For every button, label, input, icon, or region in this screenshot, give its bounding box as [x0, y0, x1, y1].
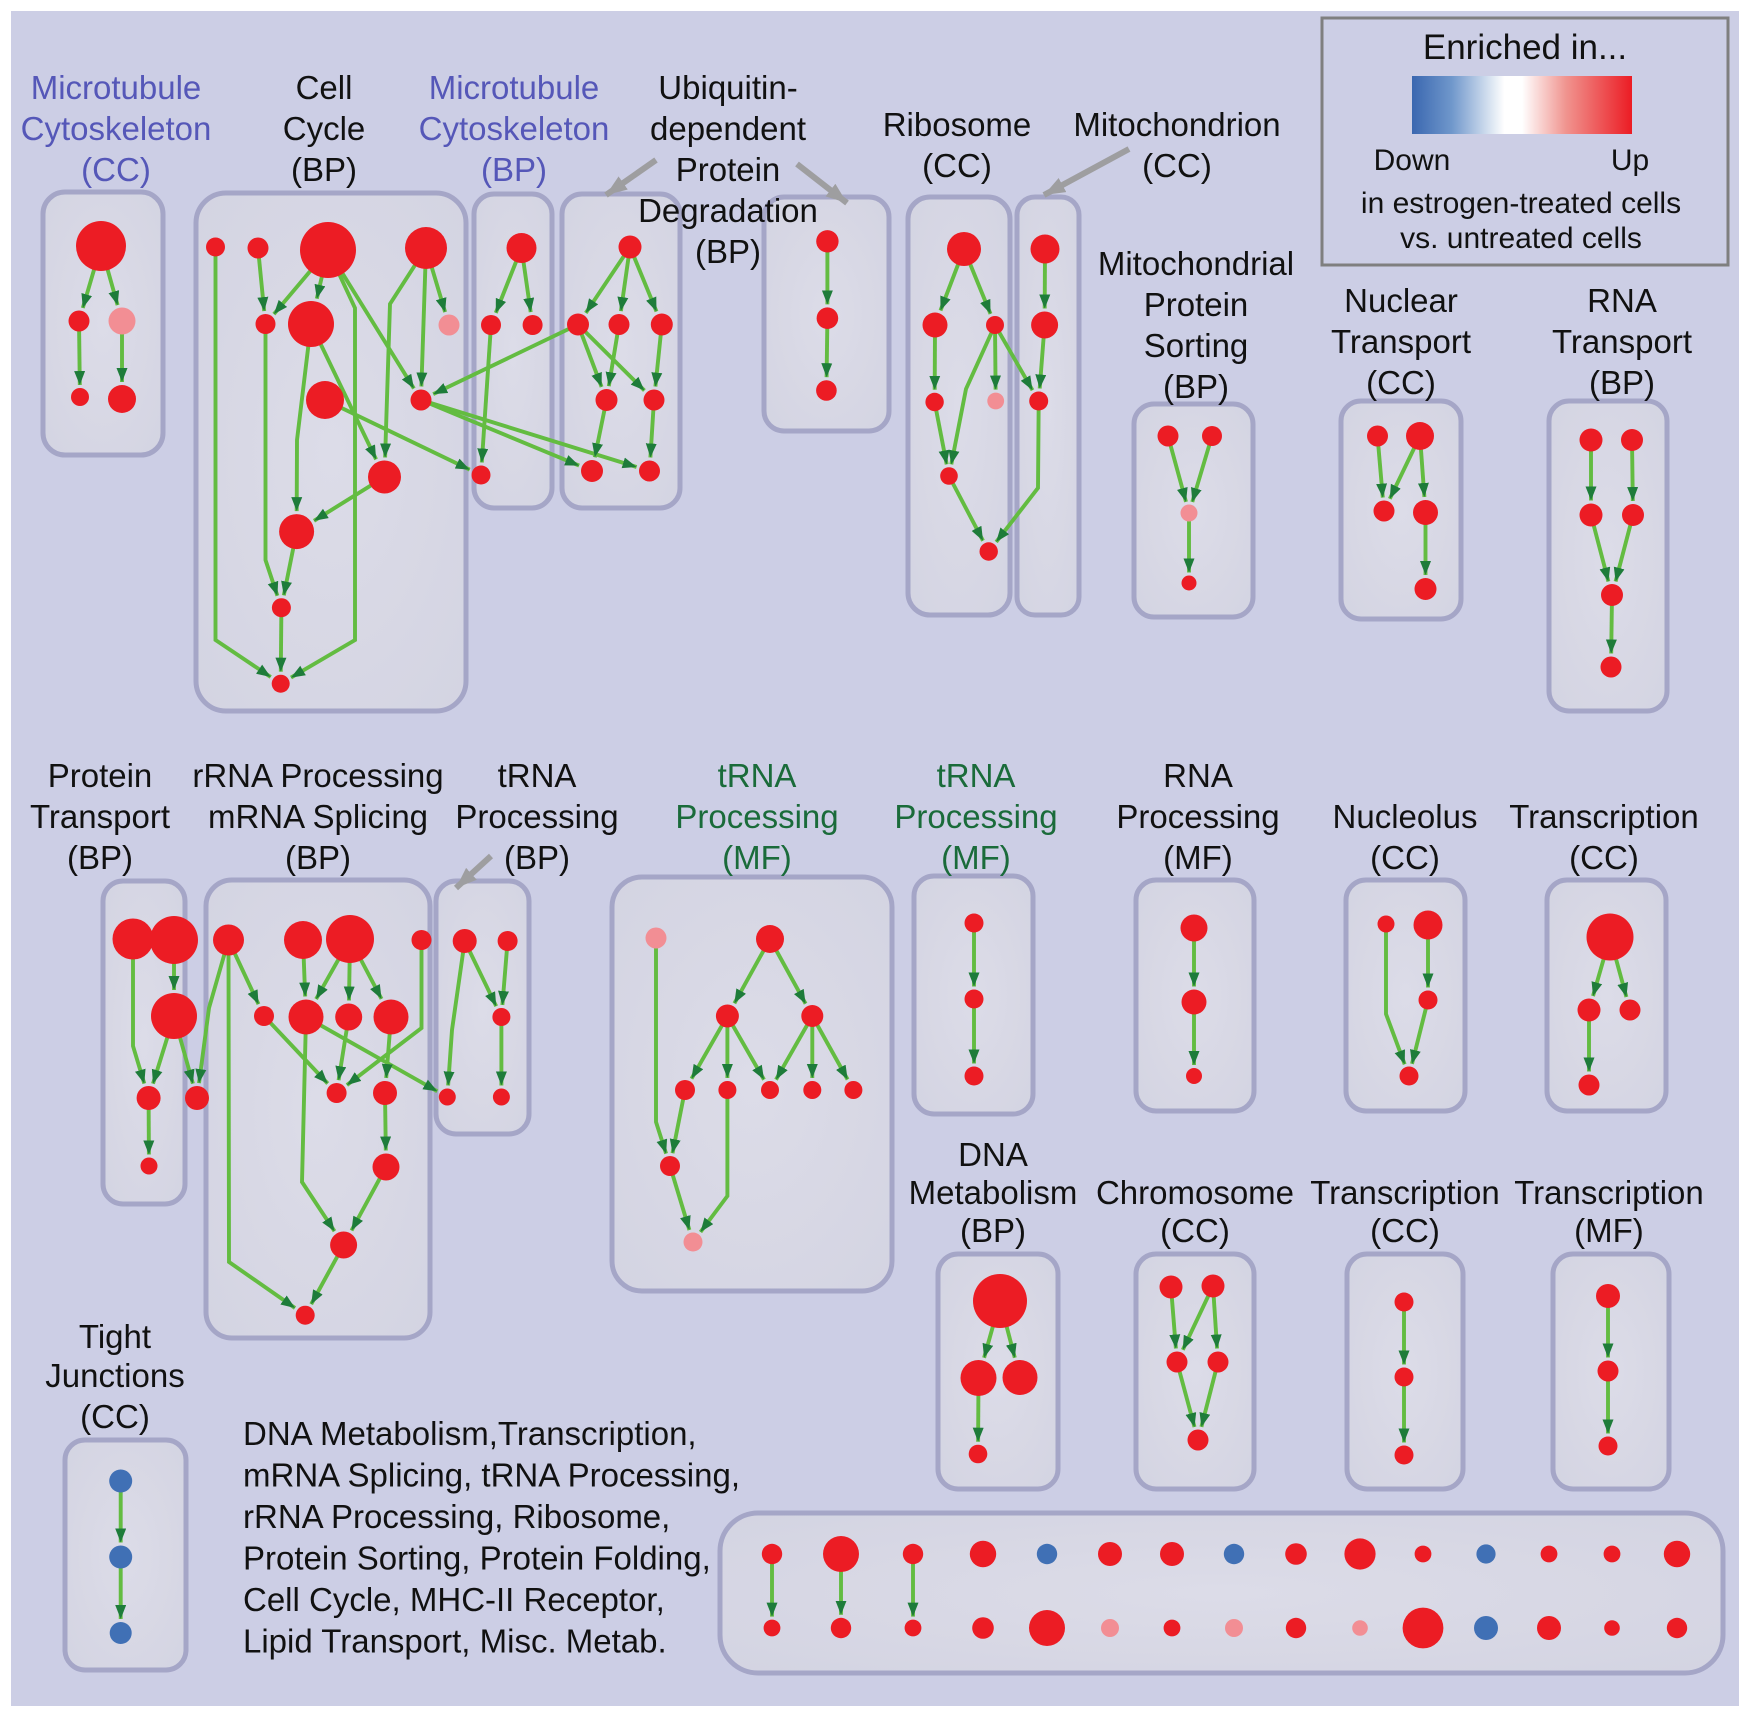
svg-text:dependent: dependent: [650, 110, 806, 147]
svg-text:(CC): (CC): [1370, 1212, 1440, 1249]
svg-text:Microtubule: Microtubule: [429, 69, 600, 106]
svg-text:(MF): (MF): [941, 839, 1011, 876]
svg-text:Ubiquitin-: Ubiquitin-: [658, 69, 797, 106]
svg-text:tRNA: tRNA: [718, 757, 797, 794]
svg-text:Processing: Processing: [675, 798, 838, 835]
svg-text:Microtubule: Microtubule: [31, 69, 202, 106]
svg-text:(BP): (BP): [285, 839, 351, 876]
svg-text:Degradation: Degradation: [638, 192, 818, 229]
svg-text:Protein Sorting, Protein Foldi: Protein Sorting, Protein Folding,: [243, 1540, 711, 1577]
svg-text:(BP): (BP): [695, 233, 761, 270]
svg-text:tRNA: tRNA: [498, 757, 577, 794]
svg-text:Protein: Protein: [48, 757, 153, 794]
svg-text:(BP): (BP): [504, 839, 570, 876]
svg-text:Transport: Transport: [30, 798, 170, 835]
svg-text:Up: Up: [1611, 144, 1649, 177]
svg-text:Tight: Tight: [79, 1318, 151, 1355]
svg-text:tRNA: tRNA: [937, 757, 1016, 794]
svg-text:RNA: RNA: [1587, 282, 1657, 319]
svg-text:rRNA Processing: rRNA Processing: [192, 757, 443, 794]
svg-text:Transcription: Transcription: [1310, 1174, 1500, 1211]
svg-text:(BP): (BP): [960, 1212, 1026, 1249]
svg-text:(CC): (CC): [1366, 364, 1436, 401]
svg-text:(BP): (BP): [1163, 368, 1229, 405]
svg-text:RNA: RNA: [1163, 757, 1233, 794]
svg-text:(BP): (BP): [481, 151, 547, 188]
svg-text:Cytoskeleton: Cytoskeleton: [419, 110, 610, 147]
svg-text:mRNA Splicing, tRNA Processing: mRNA Splicing, tRNA Processing,: [243, 1457, 740, 1494]
svg-text:Cytoskeleton: Cytoskeleton: [21, 110, 212, 147]
svg-text:Transcription: Transcription: [1514, 1174, 1704, 1211]
svg-text:Cycle: Cycle: [283, 110, 366, 147]
svg-text:(CC): (CC): [1160, 1212, 1230, 1249]
svg-text:Transcription: Transcription: [1509, 798, 1699, 835]
svg-text:(MF): (MF): [1574, 1212, 1644, 1249]
svg-text:Cell: Cell: [296, 69, 353, 106]
svg-text:Protein: Protein: [1144, 286, 1249, 323]
svg-text:Enriched in...: Enriched in...: [1423, 28, 1627, 67]
svg-text:Down: Down: [1374, 144, 1451, 177]
svg-text:Chromosome: Chromosome: [1096, 1174, 1294, 1211]
svg-text:(CC): (CC): [1569, 839, 1639, 876]
svg-text:Transport: Transport: [1331, 323, 1471, 360]
svg-text:(CC): (CC): [80, 1398, 150, 1435]
svg-text:Mitochondrion: Mitochondrion: [1073, 106, 1280, 143]
svg-text:(CC): (CC): [1370, 839, 1440, 876]
svg-text:(CC): (CC): [1142, 147, 1212, 184]
svg-text:(CC): (CC): [922, 147, 992, 184]
svg-text:DNA: DNA: [958, 1136, 1028, 1173]
svg-text:DNA Metabolism,Transcription,: DNA Metabolism,Transcription,: [243, 1415, 697, 1452]
svg-text:Cell Cycle, MHC-II Receptor,: Cell Cycle, MHC-II Receptor,: [243, 1581, 665, 1618]
svg-text:Processing: Processing: [455, 798, 618, 835]
svg-text:Nuclear: Nuclear: [1344, 282, 1458, 319]
svg-text:(BP): (BP): [1589, 364, 1655, 401]
svg-text:Protein: Protein: [676, 151, 781, 188]
svg-text:(BP): (BP): [291, 151, 357, 188]
svg-text:vs. untreated cells: vs. untreated cells: [1400, 222, 1642, 255]
svg-text:Lipid Transport, Misc. Metab.: Lipid Transport, Misc. Metab.: [243, 1623, 667, 1660]
svg-text:(BP): (BP): [67, 839, 133, 876]
svg-text:Junctions: Junctions: [45, 1357, 184, 1394]
svg-text:Mitochondrial: Mitochondrial: [1098, 245, 1294, 282]
svg-text:(CC): (CC): [81, 151, 151, 188]
svg-text:Processing: Processing: [1116, 798, 1279, 835]
svg-text:mRNA Splicing: mRNA Splicing: [208, 798, 428, 835]
svg-text:Metabolism: Metabolism: [909, 1174, 1078, 1211]
svg-text:Transport: Transport: [1552, 323, 1692, 360]
svg-text:Processing: Processing: [894, 798, 1057, 835]
svg-text:rRNA Processing, Ribosome,: rRNA Processing, Ribosome,: [243, 1498, 670, 1535]
svg-text:Ribosome: Ribosome: [883, 106, 1032, 143]
svg-text:Sorting: Sorting: [1144, 327, 1249, 364]
svg-text:(MF): (MF): [1163, 839, 1233, 876]
svg-text:(MF): (MF): [722, 839, 792, 876]
svg-text:Nucleolus: Nucleolus: [1333, 798, 1478, 835]
svg-text:in estrogen-treated cells: in estrogen-treated cells: [1361, 187, 1681, 220]
